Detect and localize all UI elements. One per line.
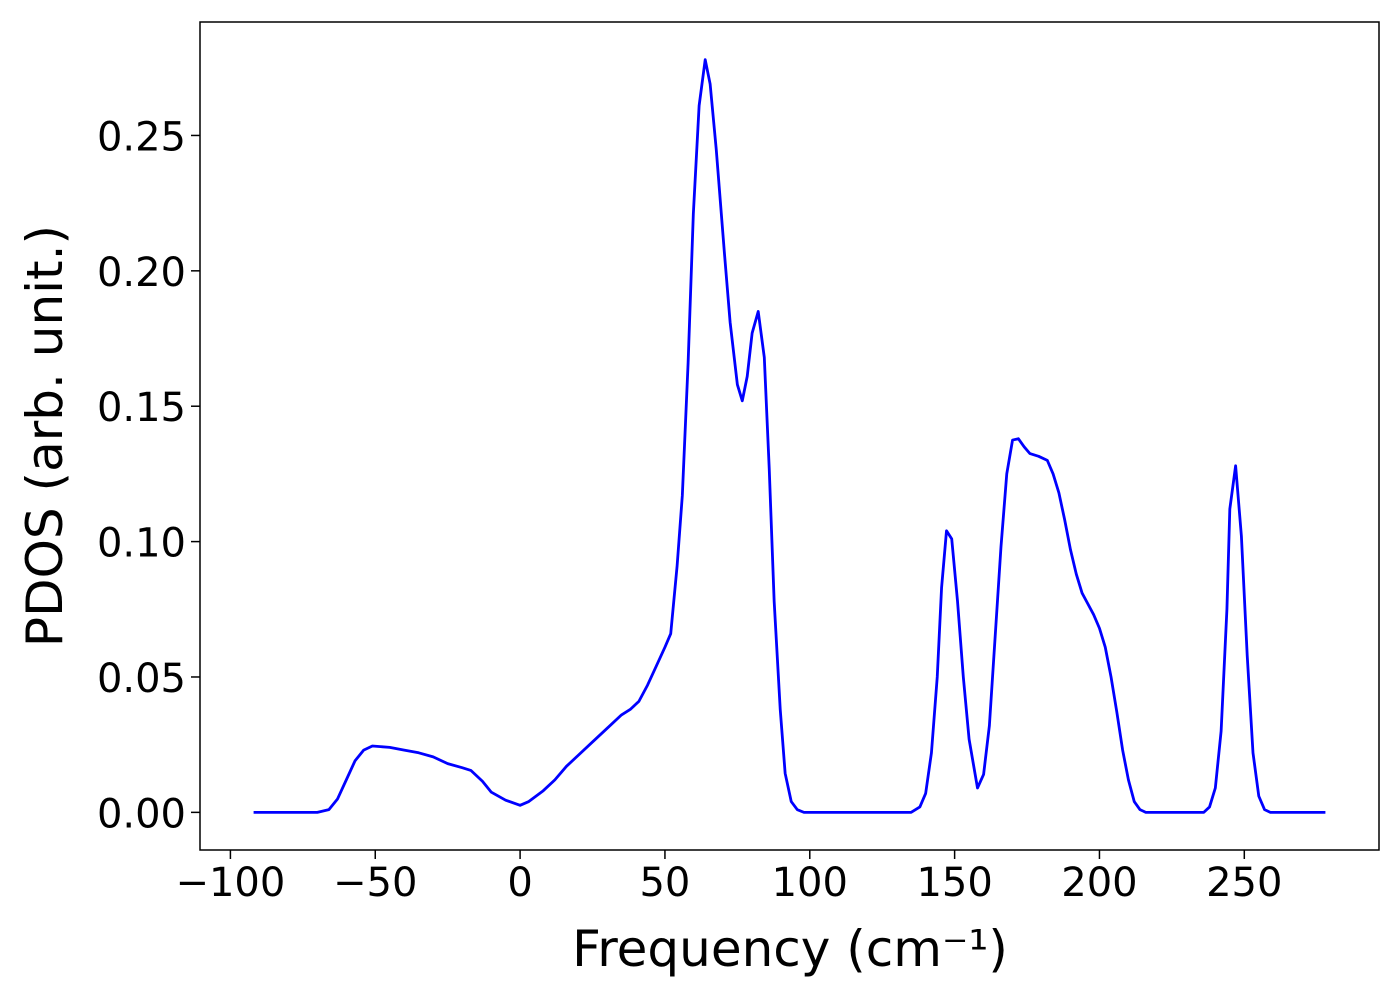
x-tick-label: 50 bbox=[639, 860, 690, 906]
y-tick-label: 0.00 bbox=[97, 791, 186, 837]
y-tick-label: 0.10 bbox=[97, 521, 186, 567]
y-tick-label: 0.25 bbox=[97, 114, 186, 160]
data-line bbox=[253, 58, 1326, 814]
x-tick-label: 200 bbox=[1061, 860, 1137, 906]
y-tick-label: 0.20 bbox=[97, 250, 186, 296]
x-axis-label: Frequency (cm⁻¹) bbox=[572, 920, 1008, 978]
x-tick-label: 100 bbox=[772, 860, 848, 906]
y-axis-label: PDOS (arb. unit.) bbox=[16, 225, 74, 647]
x-tick-label: −100 bbox=[175, 860, 285, 906]
x-tick-label: −50 bbox=[333, 860, 417, 906]
x-tick-label: 250 bbox=[1206, 860, 1282, 906]
y-tick-label: 0.05 bbox=[97, 656, 186, 702]
x-tick-label: 150 bbox=[916, 860, 992, 906]
x-tick-label: 0 bbox=[507, 860, 532, 906]
y-tick-label: 0.15 bbox=[97, 385, 186, 431]
plot-frame bbox=[199, 21, 1380, 851]
